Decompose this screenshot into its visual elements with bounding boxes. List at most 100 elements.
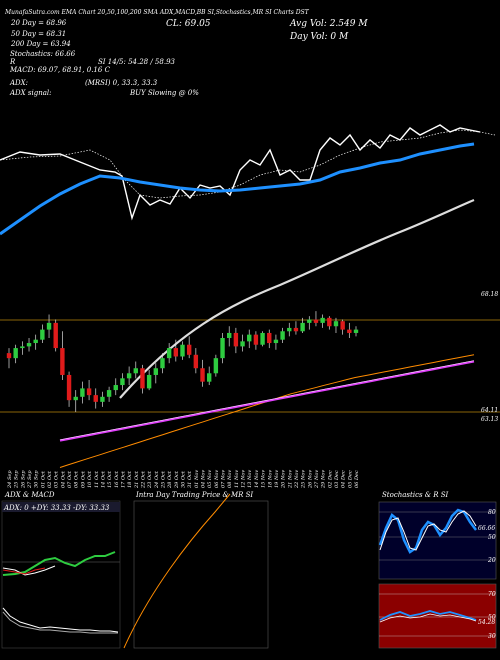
price-label-lower: 63.13 — [481, 416, 498, 423]
candle-body — [133, 368, 138, 374]
x-date-label: 22 Nov — [294, 470, 300, 489]
candle-body — [233, 332, 239, 347]
x-date-label: 07 Oct — [67, 470, 73, 488]
x-date-label: 29 Nov — [321, 470, 327, 489]
candle-body — [260, 332, 265, 345]
candle — [33, 334, 38, 350]
intraday-orange-line — [123, 493, 231, 649]
x-date-label: 02 Dec — [327, 470, 333, 488]
candle — [280, 327, 285, 344]
candle-body — [13, 348, 18, 359]
stoch-panel — [378, 501, 497, 580]
x-date-label: 07 Nov — [221, 470, 227, 488]
candle-body — [320, 317, 325, 323]
candle-body — [180, 344, 185, 357]
x-date-label: 21 Oct — [134, 470, 140, 489]
candle — [206, 366, 212, 386]
candle — [253, 331, 259, 350]
x-date-label: 04 Nov — [201, 470, 207, 488]
title-strip: MunafaSutra.com EMA Chart 20,50,100,200 … — [4, 9, 310, 16]
candle — [146, 369, 152, 391]
adx-signal-label: ADX signal: — [9, 89, 51, 97]
x-date-label: 02 Oct — [47, 470, 53, 488]
x-date-label: 18 Oct — [127, 470, 133, 488]
avg-vol-label: Avg Vol: 2.549 M — [289, 19, 368, 29]
candle — [126, 366, 132, 386]
x-date-label: 05 Nov — [207, 470, 213, 488]
x-date-label: 10 Oct — [87, 470, 93, 488]
candle-body — [46, 322, 52, 330]
x-date-label: 15 Nov — [261, 470, 267, 488]
x-date-label: 09 Oct — [80, 470, 86, 488]
candle-body — [120, 378, 125, 386]
candle — [340, 319, 345, 335]
ma-magenta-line — [59, 360, 475, 442]
close-label: CL: 69.05 — [166, 19, 211, 29]
day-vol-label: Day Vol: 0 M — [289, 32, 349, 42]
x-date-label: 13 Nov — [247, 470, 253, 488]
candle — [173, 339, 179, 362]
candle — [260, 331, 265, 347]
candle — [140, 364, 145, 394]
intraday-panel-title: Intra Day Trading Price & MR SI — [135, 491, 253, 499]
macd-label: MACD: 69.07, 68.91, 0.16 C — [9, 66, 111, 74]
candle-body — [353, 329, 359, 333]
candle — [40, 324, 45, 344]
x-date-label: 18 Nov — [267, 470, 273, 488]
candle-body — [60, 348, 65, 375]
candle-body — [300, 322, 305, 332]
macd-white-line — [2, 607, 119, 633]
candle-body — [293, 327, 299, 332]
candle-body — [126, 373, 132, 379]
candle — [313, 311, 319, 327]
oscillator-dotted-line — [0, 129, 496, 199]
price-label-upper: 68.18 — [481, 291, 498, 298]
candle-body — [313, 319, 319, 323]
adx-red-line — [2, 567, 46, 575]
candle-body — [253, 334, 259, 345]
candle — [320, 314, 325, 328]
candle — [46, 314, 52, 338]
candle-body — [333, 321, 339, 327]
candle-body — [153, 368, 159, 375]
candle — [120, 373, 125, 391]
rsi-marker: 54.28 — [478, 619, 495, 626]
candle-body — [227, 332, 232, 338]
candle-body — [146, 374, 152, 389]
candle-body — [86, 388, 92, 396]
candle — [240, 334, 245, 352]
si-label: SI 14/5: 54.28 / 58.93 — [98, 58, 176, 66]
x-date-label: 26 Nov — [307, 470, 313, 489]
x-date-label: 03 Oct — [54, 470, 60, 488]
candle-body — [93, 395, 98, 402]
x-date-label: 25 Nov — [301, 470, 307, 489]
x-date-label: 25 Sep — [14, 470, 20, 489]
candle-body — [280, 331, 285, 340]
candle — [86, 380, 92, 401]
adx-panel-header-bar — [2, 502, 120, 512]
x-date-label: 03 Dec — [334, 470, 340, 488]
candle — [166, 343, 172, 364]
candle — [13, 344, 18, 364]
candle-body — [113, 385, 118, 391]
x-axis-date-labels: 24 Sep 25 Sep 26 Sep 27 Sep 30 Sep 01 Oct 02 O… — [7, 470, 360, 489]
candle — [193, 348, 199, 374]
stoch-level-80: 80 — [488, 509, 496, 516]
candle — [26, 338, 32, 352]
candle-body — [140, 368, 145, 389]
x-date-label: 16 Oct — [114, 470, 120, 488]
adx-panel-title: ADX & MACD — [4, 491, 55, 499]
x-date-label: 06 Dec — [354, 470, 360, 488]
x-date-label: 17 Oct — [120, 470, 126, 488]
candle — [66, 371, 72, 407]
x-date-label: 08 Oct — [74, 470, 80, 488]
candle — [233, 327, 239, 354]
oscillator-white-line — [0, 124, 481, 221]
candle-body — [247, 334, 252, 342]
rsi-blue-line — [379, 610, 477, 621]
candle-body — [80, 388, 85, 397]
candle-body — [40, 329, 45, 340]
x-date-label: 23 Oct — [147, 470, 153, 489]
x-date-label: 22 Oct — [140, 470, 146, 489]
